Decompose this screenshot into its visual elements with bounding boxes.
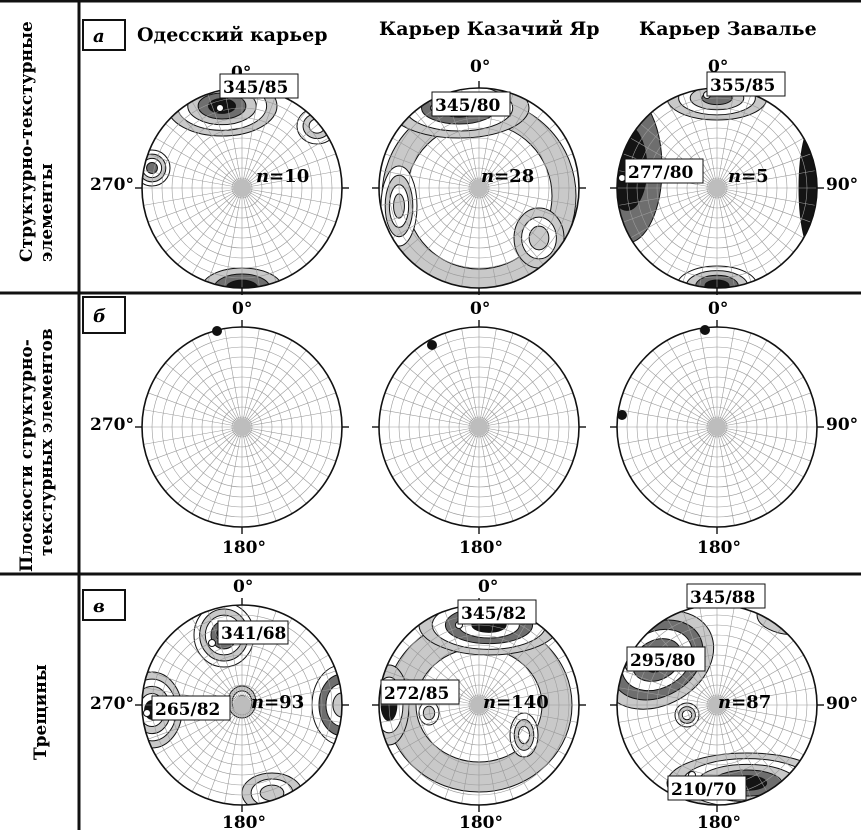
n-count-a2: n=28: [481, 166, 534, 187]
n-count-a1: n=10: [256, 166, 309, 187]
column-title-zavalye: Карьер Завалье: [639, 18, 817, 40]
svg-text:345/82: 345/82: [461, 604, 526, 624]
west-label-a1: 270°: [90, 175, 134, 195]
panel-letter-b: б: [93, 306, 106, 327]
peak-marker-c1: [143, 709, 151, 717]
svg-text:210/70: 210/70: [671, 780, 737, 800]
north-label-b2: 0°: [470, 299, 490, 319]
svg-text:295/80: 295/80: [630, 651, 696, 671]
net-grid-b3: [617, 327, 817, 527]
left-peak-label-c3: 295/80: [626, 646, 706, 672]
n-count-c1: n=93: [251, 692, 304, 713]
svg-text:345/85: 345/85: [223, 78, 288, 98]
south-label-b2: 180°: [459, 538, 503, 558]
peak-label-c3: 345/88: [686, 583, 766, 609]
row-b-label-line1: Плоскости структурно-: [17, 339, 37, 572]
density-contour-c2: [418, 700, 440, 726]
east-label-a3: 90°: [826, 175, 858, 195]
direction-labels: 0° 0° 0° 270° 90° 0° 0° 0° 270° 90° 180°…: [90, 57, 858, 830]
svg-text:345/80: 345/80: [435, 96, 501, 116]
north-label-b3: 0°: [708, 299, 728, 319]
south-label-b1: 180°: [222, 538, 266, 558]
panel-letter-a-box: а: [82, 19, 126, 51]
svg-text:n=5: n=5: [728, 166, 769, 187]
density-contour-c2: [509, 712, 539, 758]
pole-dot-b2: [427, 340, 437, 350]
south-label-c2: 180°: [459, 813, 503, 830]
left-peak-label-c2: 272/85: [380, 679, 460, 705]
south-label-c3: 180°: [697, 813, 741, 830]
south-label-c1: 180°: [222, 813, 266, 830]
n-count-c2: n=140: [483, 692, 549, 713]
peak-label-a3-extra: 277/80: [624, 158, 704, 184]
east-label-c3: 90°: [826, 694, 858, 714]
extra-peak-label-c3: 210/70: [667, 775, 747, 801]
peak-label-c2: 345/82: [457, 599, 537, 625]
svg-text:341/68: 341/68: [221, 624, 286, 644]
east-label-b3: 90°: [826, 415, 858, 435]
row-c-label: Трещины: [31, 664, 51, 760]
column-title-odessa: Одесский карьер: [137, 24, 328, 46]
net-grid-c2: [379, 605, 579, 805]
row-a-label-line1: Структурно-текстурные: [17, 21, 37, 262]
column-title-kazachiy-yar: Карьер Казачий Яр: [379, 18, 600, 40]
svg-text:355/85: 355/85: [710, 76, 775, 96]
svg-text:n=10: n=10: [256, 166, 309, 187]
svg-text:n=93: n=93: [251, 692, 304, 713]
left-peak-label-c1: 265/82: [151, 695, 231, 721]
pole-dot-b3: [700, 325, 710, 335]
pole-dot-b1: [212, 326, 222, 336]
svg-text:n=87: n=87: [718, 692, 771, 713]
svg-text:345/88: 345/88: [690, 588, 755, 608]
n-count-c3: n=87: [718, 692, 771, 713]
svg-text:277/80: 277/80: [628, 163, 694, 183]
peak-label-a2: 345/80: [431, 91, 511, 117]
peak-marker-c1: [208, 639, 216, 647]
svg-text:265/82: 265/82: [155, 700, 220, 720]
density-contour-c3: [756, 605, 817, 636]
net-grid-b1: [142, 327, 342, 527]
north-label-c2: 0°: [478, 577, 498, 597]
svg-text:272/85: 272/85: [384, 684, 449, 704]
density-contour-a2: [380, 165, 418, 247]
south-label-b3: 180°: [697, 538, 741, 558]
svg-text:n=28: n=28: [481, 166, 534, 187]
peak-marker-a1: [216, 104, 224, 112]
pole-dot-b3: [617, 410, 627, 420]
row-a-label-line2: элементы: [37, 163, 57, 262]
west-label-b1: 270°: [90, 415, 134, 435]
annotations-row-c: 341/68 345/82 345/88 265/82 272/85 295/8…: [151, 583, 771, 801]
north-label-b1: 0°: [232, 299, 252, 319]
n-count-a3: n=5: [728, 166, 769, 187]
svg-text:n=140: n=140: [483, 692, 549, 713]
panel-letter-b-box: б: [82, 296, 126, 334]
annotations-row-a: 345/85 345/80 355/85 277/80 n=10 n=28 n=…: [219, 71, 786, 187]
north-label-a2: 0°: [470, 57, 490, 77]
row-b-label-line2: текстурных элементов: [37, 328, 57, 556]
peak-label-c1: 341/68: [217, 620, 289, 645]
north-label-c1: 0°: [233, 577, 253, 597]
net-grid-b2: [379, 327, 579, 527]
peak-label-a3: 355/85: [706, 71, 786, 97]
panel-letter-c-box: в: [82, 589, 126, 621]
panel-letter-a: а: [93, 26, 105, 47]
peak-label-a1: 345/85: [219, 73, 299, 99]
peak-marker-a3: [618, 174, 626, 182]
panel-letter-c: в: [93, 596, 105, 617]
west-label-c1: 270°: [90, 694, 134, 714]
net-grid-c3: [617, 605, 817, 805]
